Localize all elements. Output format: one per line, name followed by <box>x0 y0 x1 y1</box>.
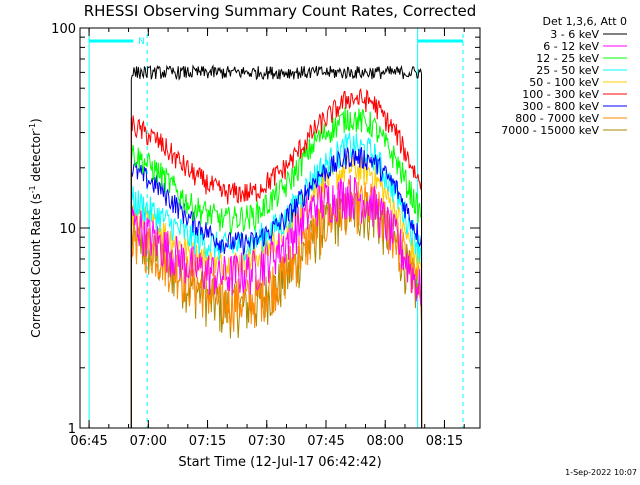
chart-title: RHESSI Observing Summary Count Rates, Co… <box>84 2 477 20</box>
series-line-1 <box>130 175 423 429</box>
series-line-5 <box>130 87 423 429</box>
y-axis-label-main: Corrected Count Rate (s <box>29 193 43 337</box>
legend-entry-label: 6 - 12 keV <box>543 40 599 53</box>
y-tick-label: 100 <box>51 22 76 37</box>
legend-entry-label: 7000 - 15000 keV <box>501 124 599 137</box>
y-tick-label: 10 <box>59 222 76 237</box>
y-axis-label-mid: detector <box>29 131 43 186</box>
legend-title: Det 1,3,6, Att 0 <box>543 15 627 28</box>
x-tick-label: 07:00 <box>130 434 167 449</box>
night-marker-label: N <box>138 37 145 47</box>
series-line-6 <box>130 147 423 429</box>
series-line-7 <box>130 178 423 429</box>
series-line-0 <box>130 64 423 429</box>
y-axis-label-sup1: -1 <box>28 185 37 193</box>
series-line-3 <box>130 132 423 429</box>
x-tick-label: 07:45 <box>307 434 344 449</box>
plot-area: N <box>88 28 464 429</box>
x-tick-label: 07:15 <box>189 434 226 449</box>
footer-timestamp: 1-Sep-2022 10:07 <box>565 468 637 477</box>
x-tick-label: 08:00 <box>366 434 403 449</box>
legend-entry-label: 3 - 6 keV <box>550 28 599 41</box>
x-tick-label: 06:45 <box>70 434 107 449</box>
legend-entry-label: 25 - 50 keV <box>536 64 599 77</box>
axes: 1 10 100 06:45 07:00 07:15 07:30 07:45 08:00 08:1… <box>51 22 480 449</box>
legend-entry-label: 12 - 25 keV <box>536 52 599 65</box>
y-tick-label: 1 <box>68 422 76 437</box>
x-tick-label: 07:30 <box>248 434 285 449</box>
series-line-2 <box>130 106 423 429</box>
legend-entry-label: 50 - 100 keV <box>529 76 599 89</box>
x-axis-label: Start Time (12-Jul-17 06:42:42) <box>178 455 381 470</box>
y-axis-label: Corrected Count Rate (s-1 detector-1) <box>28 118 43 337</box>
x-tick-label: 08:15 <box>426 434 463 449</box>
y-axis-label-sup2: -1 <box>28 123 37 131</box>
y-axis-label-end: ) <box>29 118 43 123</box>
legend-entry-label: 800 - 7000 keV <box>515 112 599 125</box>
legend-entry-label: 300 - 800 keV <box>522 100 599 113</box>
legend-entry-label: 100 - 300 keV <box>522 88 599 101</box>
